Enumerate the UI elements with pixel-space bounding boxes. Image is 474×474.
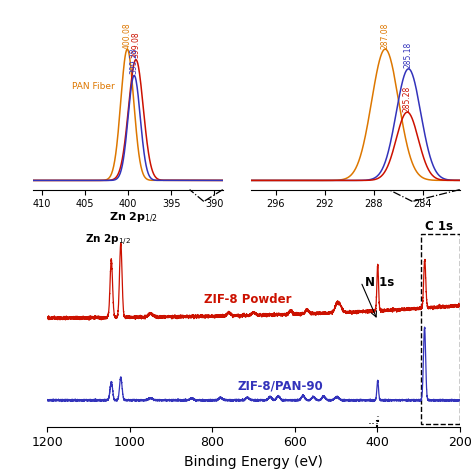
Text: 399.28: 399.28: [130, 47, 139, 74]
Text: 285.18: 285.18: [404, 41, 413, 67]
X-axis label: Binding Energy (eV): Binding Energy (eV): [184, 455, 323, 469]
Text: Zn 2p$_{1/2}$: Zn 2p$_{1/2}$: [109, 211, 158, 226]
Text: 287.08: 287.08: [381, 23, 390, 49]
Text: ZIF-8/PAN-90: ZIF-8/PAN-90: [237, 380, 323, 393]
Text: N 1s: N 1s: [365, 276, 394, 289]
Text: ZIF-8 Powder: ZIF-8 Powder: [204, 293, 292, 306]
Text: Zn 2p$_{1/2}$: Zn 2p$_{1/2}$: [84, 232, 130, 247]
Text: 285.28: 285.28: [403, 86, 412, 112]
Text: ...: ...: [367, 414, 379, 428]
Text: 400.08: 400.08: [123, 23, 132, 49]
Text: 399.08: 399.08: [131, 32, 140, 58]
Bar: [420, 234, 460, 424]
Text: C 1s: C 1s: [425, 220, 453, 233]
Text: PAN Fiber: PAN Fiber: [72, 82, 115, 91]
